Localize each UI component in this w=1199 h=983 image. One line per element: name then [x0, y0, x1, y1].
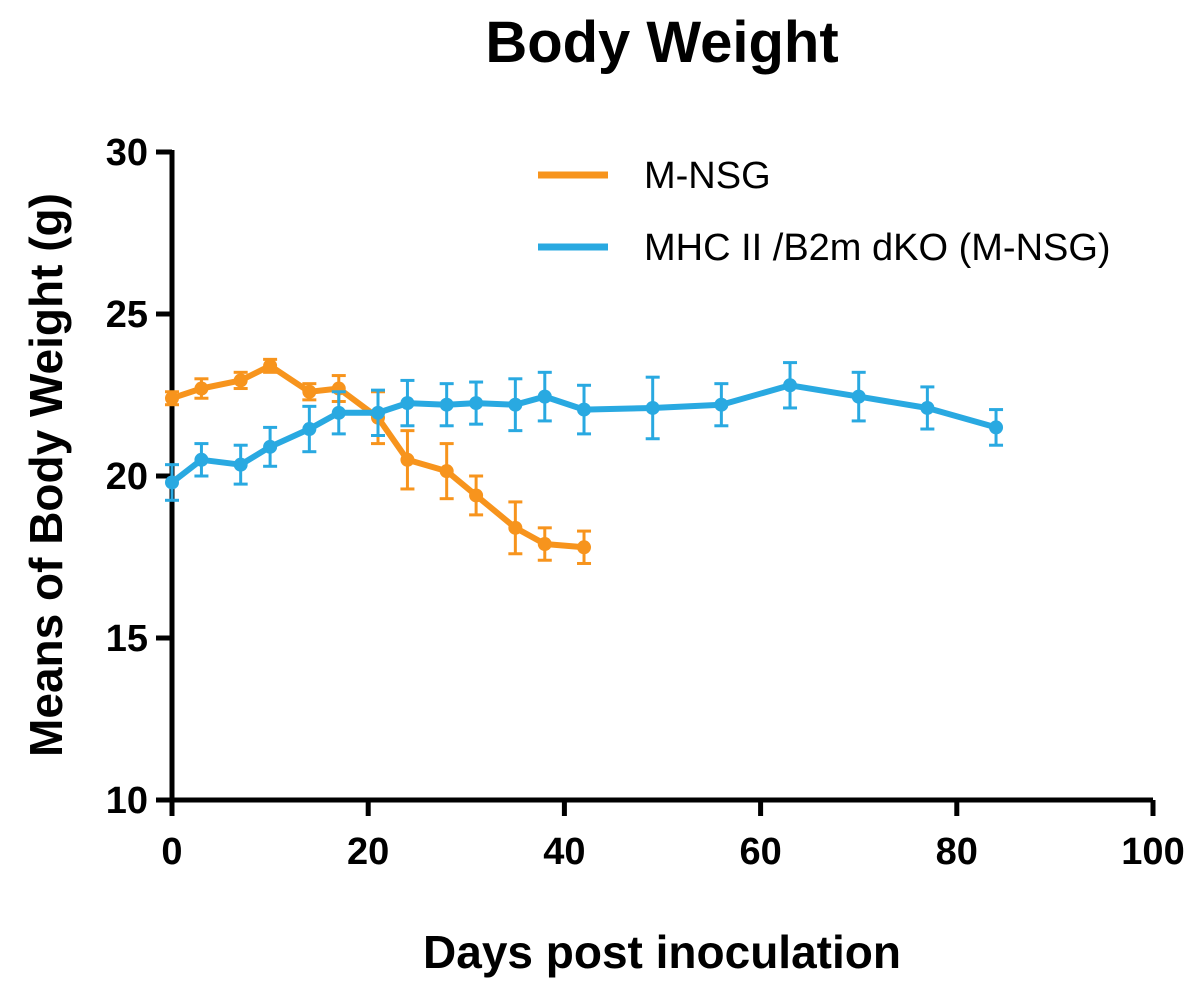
x-axis-label: Days post inoculation: [423, 926, 901, 978]
y-axis-label: Means of Body Weight (g): [20, 193, 72, 757]
data-point: [469, 396, 484, 411]
data-point: [165, 475, 179, 490]
y-tick-label: 20: [106, 456, 148, 498]
x-tick-label: 80: [936, 831, 978, 873]
data-point: [851, 389, 866, 404]
data-point: [233, 373, 248, 388]
data-point: [714, 397, 729, 412]
y-tick-label: 30: [106, 132, 148, 174]
data-point: [233, 457, 248, 472]
x-tick-label: 40: [543, 831, 585, 873]
axes: 10 15 20 25 30 0 20 40 60 80 100: [106, 132, 1185, 873]
data-point: [302, 422, 317, 437]
x-tick-label: 100: [1121, 831, 1184, 873]
y-tick-label: 15: [106, 618, 148, 660]
data-point: [508, 520, 523, 535]
data-point: [783, 378, 798, 393]
x-tick-label: 60: [739, 831, 781, 873]
data-point: [302, 384, 317, 399]
x-tick-label: 0: [161, 831, 182, 873]
data-point: [577, 540, 592, 555]
data-point: [263, 358, 278, 373]
data-point: [439, 397, 454, 412]
data-point: [194, 381, 209, 396]
plot-area: [165, 357, 1004, 565]
legend: M-NSG MHC II /B2m dKO (M-NSG): [538, 155, 1111, 269]
x-tick-label: 20: [347, 831, 389, 873]
y-tick-label: 10: [106, 780, 148, 822]
series-2: [165, 361, 1004, 502]
data-point: [577, 402, 592, 417]
data-point: [263, 439, 278, 454]
chart-title: Body Weight: [485, 10, 838, 75]
data-point: [165, 391, 179, 406]
data-point: [194, 452, 209, 467]
data-point: [439, 464, 454, 479]
data-point: [371, 405, 386, 420]
data-point: [989, 420, 1004, 435]
data-point: [508, 397, 523, 412]
legend-label: M-NSG: [644, 155, 771, 197]
data-point: [331, 405, 346, 420]
data-point: [537, 389, 552, 404]
data-point: [469, 488, 484, 503]
y-tick-label: 25: [106, 294, 148, 336]
legend-label: MHC II /B2m dKO (M-NSG): [644, 227, 1111, 269]
data-point: [400, 452, 415, 467]
data-point: [537, 537, 552, 552]
data-point: [920, 400, 935, 415]
data-point: [400, 396, 415, 411]
data-point: [645, 400, 660, 415]
